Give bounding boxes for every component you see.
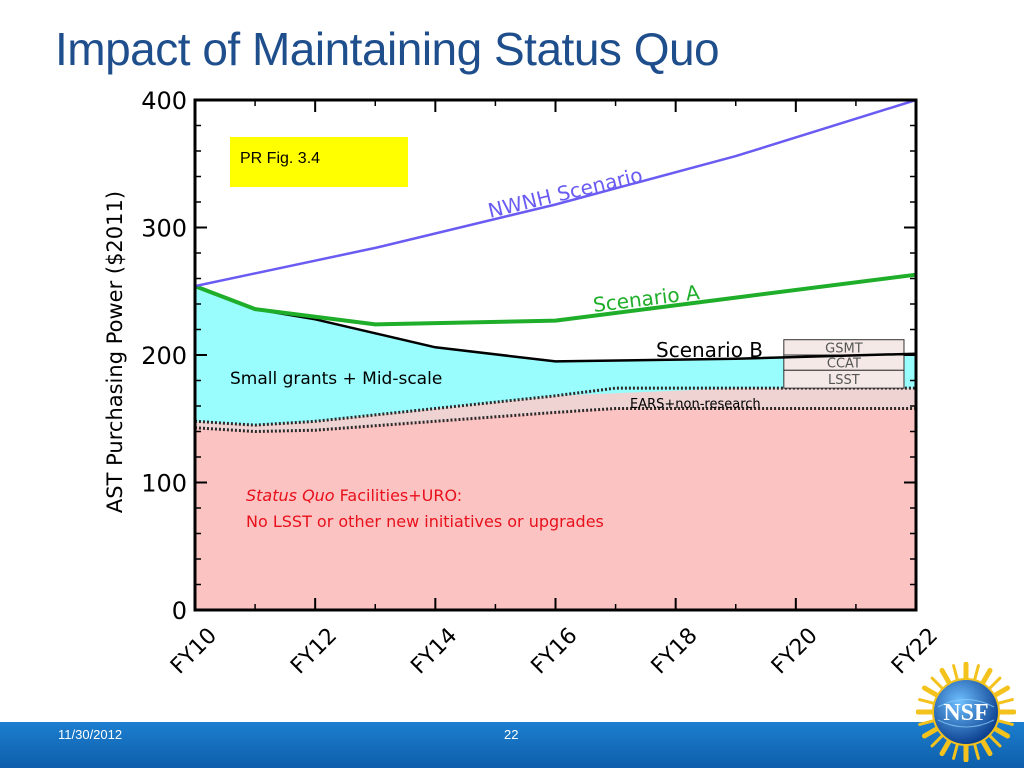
area-status-quo [195,408,916,610]
footer-date: 11/30/2012 [58,727,123,742]
y-tick-label: 200 [141,342,187,370]
label-small-grants: Small grants + Mid-scale [230,369,442,389]
slide-title: Impact of Maintaining Status Quo [55,23,720,75]
chart-lines [194,98,917,363]
label-ears: EARS+non-research [630,397,761,412]
x-tick-label: FY12 [286,623,342,679]
line-nwnh [194,98,917,288]
y-tick-label: 100 [141,470,187,498]
page-number: 22 [504,727,519,742]
nsf-logo-icon: NSF [916,662,1016,762]
chart-frame [193,98,918,612]
box-label-ccat: CCAT [827,357,861,372]
logo-text: NSF [943,700,988,726]
x-tick-label: FY14 [406,623,462,679]
x-tick-label: FY16 [527,623,583,679]
x-tick-label: FY10 [166,623,222,679]
y-axis-label: AST Purchasing Power ($2011) [103,191,127,513]
figure-note: PR Fig. 3.4 [240,150,320,167]
label-status-quo-italic: Status Quo [246,486,335,505]
footer-bar [0,722,1024,768]
label-scenario-b: Scenario B [656,338,763,362]
figure-note-box [230,137,408,187]
box-label-gsmt: GSMT [825,341,863,356]
x-tick-label: FY20 [767,623,823,679]
box-label-lsst: LSST [828,373,860,388]
area-ears [195,388,916,432]
y-tick-label: 400 [141,87,187,115]
box-lsst [783,369,905,389]
boundary-status-quo-top [194,407,916,434]
y-tick-label: 300 [141,215,187,243]
boundary-ears-top [194,386,916,427]
line-scenario-a [194,272,917,327]
label-status-quo-line2: No LSST or other new initiatives or upgr… [246,512,604,531]
label-status-quo: Status Quo Facilities+URO: [246,486,462,505]
x-tick-label: FY18 [647,623,703,679]
label-status-quo-rest: Facilities+URO: [335,486,463,505]
area-small-grants [195,286,916,426]
y-tick-label: 0 [172,597,187,625]
